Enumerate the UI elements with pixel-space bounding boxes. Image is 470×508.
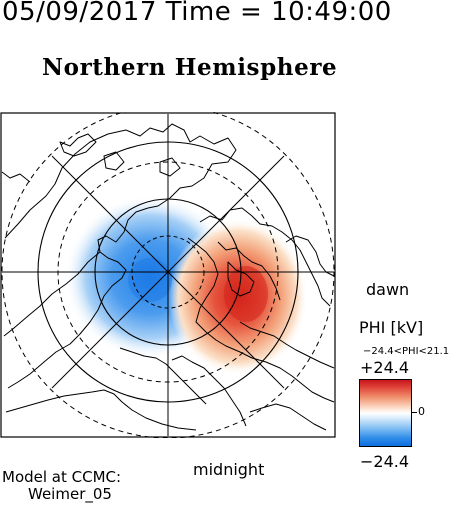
hemisphere-title: Northern Hemisphere <box>42 54 338 81</box>
polar-map <box>0 112 336 438</box>
potential-field <box>64 195 308 375</box>
datetime-title: 05/09/2017 Time = 10:49:00 <box>2 0 392 27</box>
coastlines <box>1 123 335 431</box>
meridians <box>2 114 334 436</box>
colorbar-range: −24.4<PHI<21.1 <box>363 346 450 357</box>
colorbar-min-label: −24.4 <box>360 452 410 471</box>
dawn-label: dawn <box>366 280 410 299</box>
model-credit-line1: Model at CCMC: <box>2 468 122 486</box>
colorbar <box>359 379 412 447</box>
midnight-label: midnight <box>193 460 265 479</box>
colorbar-zero-tick <box>412 412 417 413</box>
meridian-diag-2 <box>51 155 285 389</box>
negative-core <box>128 258 172 302</box>
colorbar-title: PHI [kV] <box>359 318 424 337</box>
colorbar-zero-label: 0 <box>418 405 425 418</box>
model-credit-line2: Weimer_05 <box>28 485 112 503</box>
colorbar-max-label: +24.4 <box>360 358 410 377</box>
